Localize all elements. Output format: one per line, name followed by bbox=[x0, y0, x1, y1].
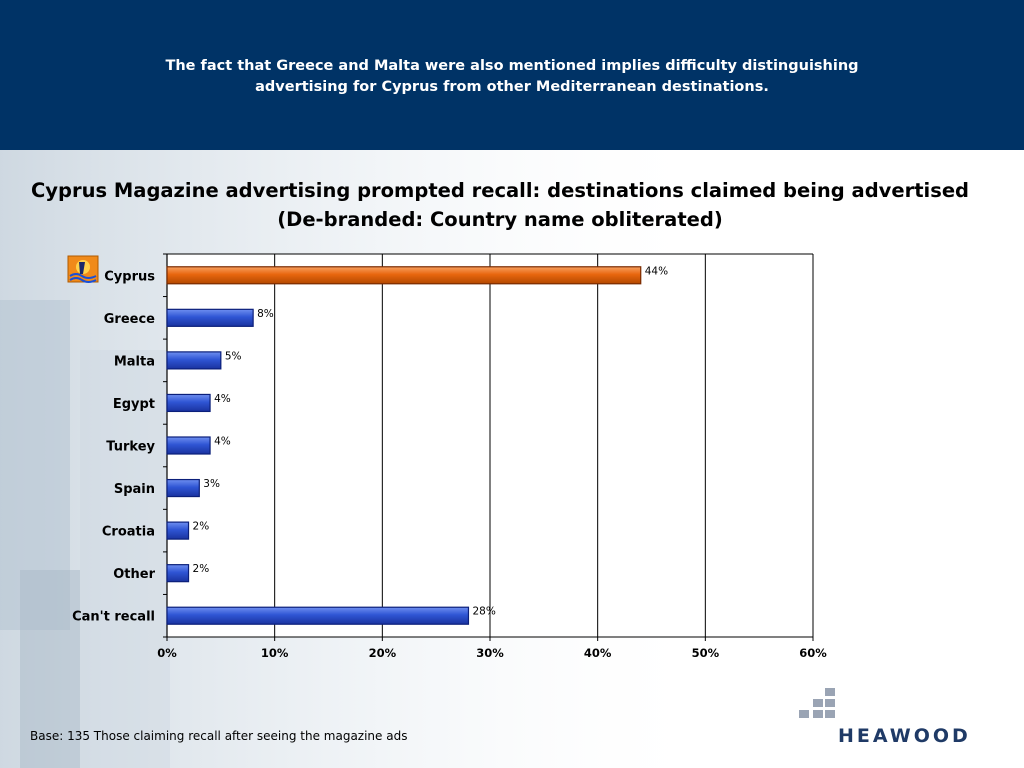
category-label: Malta bbox=[114, 354, 155, 369]
bar-cyprus bbox=[166, 266, 642, 285]
category-label: Cyprus bbox=[104, 269, 155, 284]
header-banner: The fact that Greece and Malta were also… bbox=[0, 0, 1024, 150]
logo-text: HEAWOOD bbox=[838, 725, 971, 747]
header-line-1: The fact that Greece and Malta were also… bbox=[165, 58, 859, 74]
x-tick-label: 10% bbox=[261, 646, 289, 660]
bar-egypt bbox=[166, 393, 211, 413]
chart-title: Cyprus Magazine advertising prompted rec… bbox=[0, 176, 1000, 234]
data-label: 2% bbox=[193, 521, 210, 533]
category-label: Other bbox=[113, 567, 155, 582]
header-text: The fact that Greece and Malta were also… bbox=[0, 56, 1024, 98]
data-label: 4% bbox=[214, 436, 231, 448]
category-label: Egypt bbox=[113, 397, 155, 412]
data-label: 8% bbox=[257, 308, 274, 320]
x-tick-label: 30% bbox=[476, 646, 504, 660]
bar-turkey bbox=[166, 436, 211, 455]
x-tick-label: 50% bbox=[692, 646, 720, 660]
heawood-logo: HEAWOOD bbox=[797, 686, 977, 756]
data-label: 4% bbox=[214, 393, 231, 405]
data-label: 5% bbox=[225, 350, 242, 362]
cyprus-flag-icon bbox=[67, 255, 99, 283]
header-line-2: advertising for Cyprus from other Medite… bbox=[255, 79, 769, 95]
category-label: Croatia bbox=[102, 525, 155, 540]
x-tick-label: 40% bbox=[584, 646, 612, 660]
chart-title-line-2: (De-branded: Country name obliterated) bbox=[277, 208, 723, 231]
category-label: Spain bbox=[114, 482, 155, 497]
data-label: 44% bbox=[645, 265, 668, 277]
x-tick-label: 20% bbox=[369, 646, 397, 660]
bar-can-t-recall bbox=[166, 606, 470, 625]
category-label: Greece bbox=[104, 312, 155, 327]
bar-croatia bbox=[166, 521, 190, 540]
category-label: Can't recall bbox=[72, 610, 155, 625]
data-label: 3% bbox=[203, 478, 220, 490]
bar-other bbox=[166, 564, 190, 583]
category-label: Turkey bbox=[106, 440, 155, 455]
bar-spain bbox=[166, 478, 200, 498]
data-label: 28% bbox=[472, 606, 495, 618]
data-label: 2% bbox=[193, 563, 210, 575]
bar-greece bbox=[166, 308, 254, 327]
x-tick-label: 0% bbox=[157, 646, 177, 660]
bar-malta bbox=[166, 351, 222, 370]
chart-title-line-1: Cyprus Magazine advertising prompted rec… bbox=[31, 179, 969, 202]
footnote: Base: 135 Those claiming recall after se… bbox=[30, 729, 408, 743]
logo-blocks-icon bbox=[799, 688, 835, 718]
x-tick-label: 60% bbox=[799, 646, 827, 660]
